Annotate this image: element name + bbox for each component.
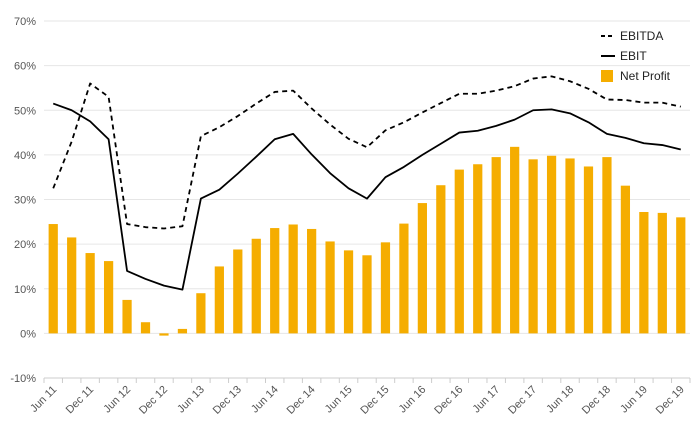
net-profit-bar bbox=[67, 237, 77, 334]
net-profit-bar bbox=[325, 241, 335, 334]
net-profit-bar bbox=[417, 203, 427, 334]
net-profit-bar bbox=[362, 255, 372, 334]
net-profit-bar bbox=[657, 212, 667, 334]
bar-series bbox=[48, 146, 686, 336]
x-tick-label: Jun 15 bbox=[323, 384, 355, 416]
net-profit-bar bbox=[436, 185, 446, 334]
y-tick-label: -10% bbox=[10, 373, 36, 385]
y-tick-label: 70% bbox=[14, 16, 36, 28]
y-tick-label: 20% bbox=[14, 239, 36, 251]
net-profit-bar bbox=[639, 211, 649, 334]
x-tick-label: Dec 13 bbox=[211, 384, 244, 417]
net-profit-bar bbox=[270, 228, 280, 334]
net-profit-bar bbox=[620, 185, 631, 334]
net-profit-bar bbox=[307, 228, 317, 334]
legend: EBITDA EBIT Net Profit bbox=[601, 29, 671, 83]
net-profit-bar bbox=[676, 217, 686, 334]
net-profit-bar bbox=[214, 266, 224, 334]
net-profit-bar bbox=[380, 242, 391, 334]
ebit-line bbox=[52, 102, 681, 291]
net-profit-bar bbox=[565, 158, 575, 334]
x-tick-label: Dec 19 bbox=[654, 384, 687, 417]
x-tick-label: Dec 14 bbox=[285, 384, 318, 417]
legend-net-profit-swatch bbox=[601, 70, 613, 82]
net-profit-bar bbox=[454, 169, 464, 334]
x-tick-label: Jun 14 bbox=[249, 384, 281, 416]
x-tick-label: Dec 16 bbox=[432, 384, 465, 417]
x-tick-label: Dec 15 bbox=[358, 384, 391, 417]
net-profit-bar bbox=[196, 293, 206, 334]
y-tick-label: 60% bbox=[14, 61, 36, 73]
x-tick-label: Jun 11 bbox=[28, 384, 59, 415]
net-profit-bar bbox=[546, 155, 557, 334]
x-tick-label: Jun 12 bbox=[101, 384, 133, 416]
net-profit-bar bbox=[122, 299, 132, 334]
net-profit-bar bbox=[233, 249, 243, 334]
y-tick-label: 0% bbox=[20, 328, 36, 340]
net-profit-bar bbox=[510, 146, 520, 334]
net-profit-bar bbox=[288, 224, 298, 334]
net-profit-bar bbox=[85, 253, 95, 334]
x-tick-label: Dec 11 bbox=[64, 384, 97, 417]
net-profit-bar bbox=[251, 238, 261, 334]
net-profit-bar bbox=[177, 328, 188, 334]
x-tick-label: Dec 18 bbox=[580, 384, 613, 417]
net-profit-bar bbox=[491, 157, 501, 334]
y-tick-label: 30% bbox=[14, 195, 36, 207]
y-axis: -10% 0% 10% 20% 30% 40% 50% 60% 70% bbox=[10, 16, 36, 385]
x-axis: Jun 11 Dec 11 Jun 12 Dec 12 Jun 13 Dec 13 Jun … bbox=[28, 377, 691, 417]
y-tick-label: 10% bbox=[14, 284, 36, 296]
net-profit-bar bbox=[473, 164, 483, 334]
net-profit-bar bbox=[140, 322, 151, 334]
legend-ebit-label: EBIT bbox=[620, 49, 647, 63]
x-tick-label: Jun 13 bbox=[175, 384, 207, 416]
net-profit-bar bbox=[528, 159, 538, 334]
y-tick-label: 40% bbox=[14, 150, 36, 162]
net-profit-bar bbox=[48, 224, 58, 334]
x-tick-label: Dec 17 bbox=[506, 384, 539, 417]
net-profit-bar bbox=[343, 250, 354, 334]
line-series bbox=[52, 75, 681, 291]
y-tick-label: 50% bbox=[14, 105, 36, 117]
net-profit-bar bbox=[159, 333, 169, 336]
net-profit-bar bbox=[399, 223, 409, 334]
net-profit-bar bbox=[602, 157, 612, 334]
x-tick-label: Jun 16 bbox=[397, 384, 429, 416]
legend-net-profit-label: Net Profit bbox=[620, 69, 671, 83]
x-tick-label: Jun 17 bbox=[470, 384, 502, 416]
x-tick-label: Jun 18 bbox=[544, 384, 576, 416]
x-tick-label: Dec 12 bbox=[137, 384, 170, 417]
net-profit-bar bbox=[583, 166, 594, 334]
net-profit-bar bbox=[103, 261, 114, 334]
legend-ebitda-label: EBITDA bbox=[620, 29, 663, 43]
x-tick-label: Jun 19 bbox=[618, 384, 650, 416]
